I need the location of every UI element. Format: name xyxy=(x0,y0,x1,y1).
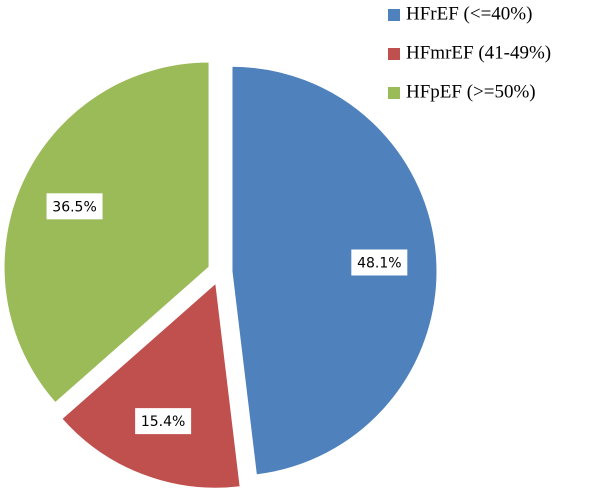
pie-slice xyxy=(61,282,241,489)
legend-label: HFrEF (<=40%) xyxy=(406,3,532,24)
legend-swatch xyxy=(388,9,400,21)
data-label-box xyxy=(135,408,192,435)
pie-slice xyxy=(3,61,210,404)
data-label: 36.5% xyxy=(52,199,96,215)
data-label: 48.1% xyxy=(357,255,401,271)
pie-slice xyxy=(231,65,438,476)
legend-label: HFmrEF (41-49%) xyxy=(406,42,551,63)
data-label: 15.4% xyxy=(141,414,185,430)
legend-swatch xyxy=(388,48,400,60)
data-label-box xyxy=(46,193,103,220)
data-label-box xyxy=(351,249,408,276)
legend-label: HFpEF (>=50%) xyxy=(406,81,536,102)
legend-swatch xyxy=(388,87,400,99)
